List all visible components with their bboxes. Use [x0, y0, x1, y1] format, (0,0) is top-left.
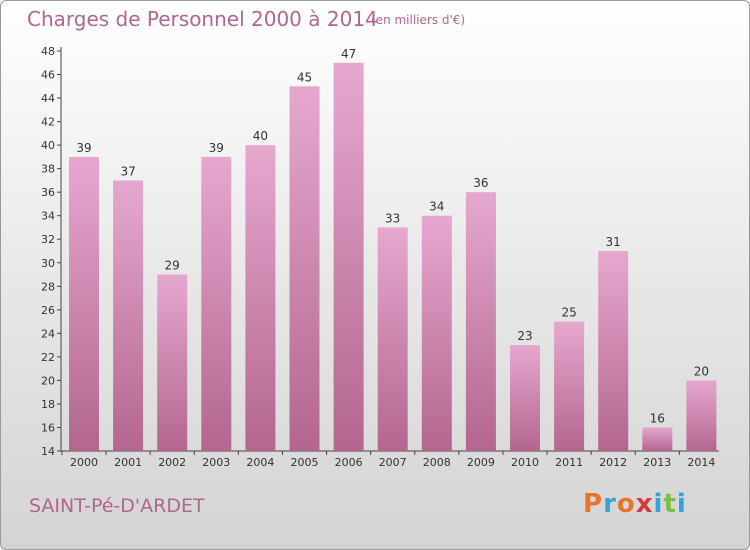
bar	[69, 156, 99, 451]
x-tick-label: 2011	[555, 456, 583, 469]
y-tick-label: 44	[41, 92, 55, 105]
x-tick-label: 2003	[202, 456, 230, 469]
bar-value-label: 47	[341, 47, 356, 61]
y-tick-label: 28	[41, 280, 55, 293]
logo-letter: i	[653, 489, 664, 519]
y-tick-label: 46	[41, 69, 55, 82]
x-tick-label: 2006	[335, 456, 363, 469]
bar	[421, 215, 452, 451]
logo-letter: x	[635, 489, 654, 519]
bar-value-label: 36	[473, 176, 488, 190]
x-tick-label: 2010	[511, 456, 539, 469]
chart-subtitle: (en milliers d'€)	[371, 13, 466, 27]
bar	[157, 274, 188, 451]
y-tick-label: 14	[41, 445, 55, 458]
bar-value-label: 29	[165, 259, 180, 273]
logo-letter: r	[603, 489, 617, 519]
bar-value-label: 31	[606, 235, 621, 249]
y-tick-label: 18	[41, 398, 55, 411]
y-tick-label: 24	[41, 327, 55, 340]
bar-value-label: 33	[385, 211, 400, 225]
x-tick-label: 2001	[114, 456, 142, 469]
x-tick-label: 2012	[599, 456, 627, 469]
bar-value-label: 40	[253, 129, 268, 143]
bar	[686, 380, 717, 451]
bar	[465, 192, 496, 452]
x-tick-label: 2000	[70, 456, 98, 469]
bar	[333, 62, 364, 451]
bar	[201, 156, 232, 451]
bar-value-label: 20	[694, 364, 709, 378]
bar-value-label: 25	[561, 306, 576, 320]
logo-letter: P	[583, 489, 604, 519]
bar	[113, 180, 144, 452]
y-tick-label: 32	[41, 233, 55, 246]
y-tick-label: 26	[41, 304, 55, 317]
x-tick-label: 2013	[643, 456, 671, 469]
x-tick-label: 2007	[379, 456, 407, 469]
bar-value-label: 23	[517, 329, 532, 343]
bar	[377, 227, 408, 451]
y-tick-label: 22	[41, 351, 55, 364]
bar	[510, 345, 540, 451]
bar-value-label: 16	[650, 411, 665, 425]
y-tick-label: 36	[41, 186, 55, 199]
bar	[245, 145, 276, 451]
bar	[554, 321, 585, 451]
x-tick-label: 2009	[467, 456, 495, 469]
logo-letter: i	[676, 489, 687, 519]
proxiti-logo: Proxiti	[583, 489, 687, 519]
y-tick-label: 34	[41, 210, 55, 223]
bar	[642, 427, 673, 451]
bar-value-label: 39	[76, 141, 91, 155]
logo-letter: o	[616, 489, 636, 519]
commune-name: SAINT-Pé-D'ARDET	[29, 495, 205, 517]
x-tick-label: 2008	[423, 456, 451, 469]
bar	[289, 86, 320, 451]
x-tick-label: 2004	[246, 456, 274, 469]
y-tick-label: 42	[41, 116, 55, 129]
bar-value-label: 39	[209, 141, 224, 155]
x-tick-label: 2002	[158, 456, 186, 469]
bar-value-label: 34	[429, 200, 444, 214]
chart-title: Charges de Personnel 2000 à 2014	[27, 7, 378, 31]
bar-value-label: 37	[120, 164, 135, 178]
y-tick-label: 38	[41, 163, 55, 176]
y-tick-label: 16	[41, 421, 55, 434]
y-tick-label: 40	[41, 139, 55, 152]
bar-value-label: 45	[297, 70, 312, 84]
x-tick-label: 2005	[291, 456, 319, 469]
logo-letter: t	[663, 489, 677, 519]
y-tick-label: 48	[41, 45, 55, 58]
bar	[598, 251, 629, 451]
x-tick-label: 2014	[687, 456, 715, 469]
y-tick-label: 20	[41, 374, 55, 387]
y-tick-label: 30	[41, 257, 55, 270]
